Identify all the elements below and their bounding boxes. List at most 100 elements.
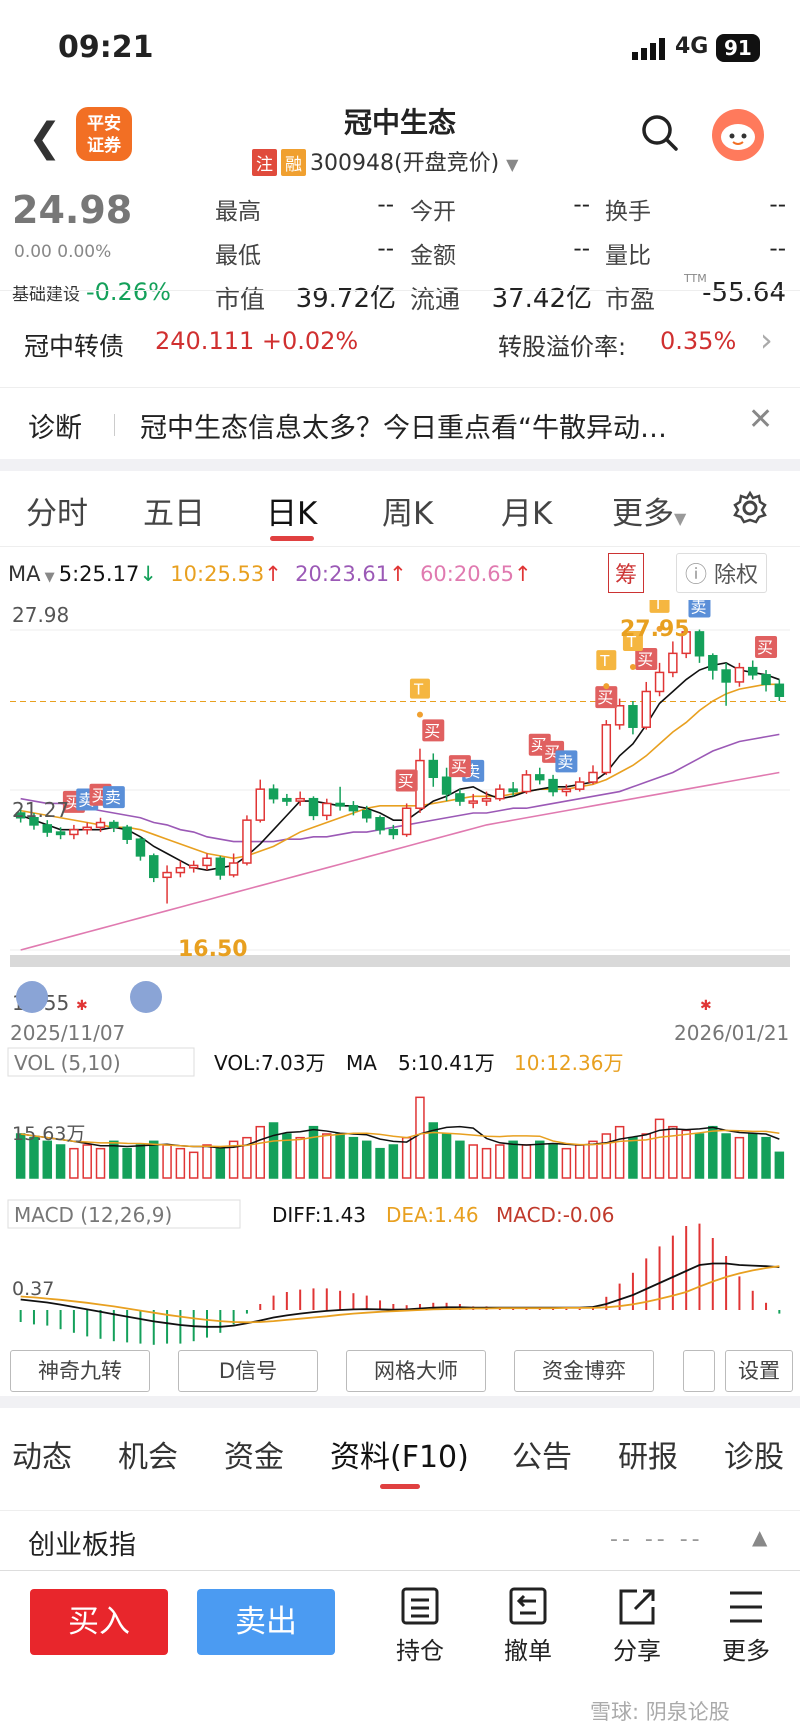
quote-panel: 24.98 0.00 0.00% 基础建设 -0.26% 最高 -- 今开 -- … [0, 180, 800, 314]
value-vol-ratio: -- [769, 236, 786, 262]
star-icon: ✱ [700, 998, 712, 1014]
tab-opportunity[interactable]: 机会 [118, 1440, 178, 1475]
candle-body [335, 802, 345, 807]
volume-bar [535, 1140, 545, 1179]
avatar[interactable] [712, 109, 764, 161]
label-amount: 金额 [410, 243, 456, 269]
x-axis-start-date: 2025/11/07 [10, 1021, 125, 1045]
tab-research[interactable]: 研报 [618, 1440, 678, 1475]
vol-selector[interactable] [7, 1047, 195, 1077]
indicator-nine-turn[interactable]: 神奇九转 [10, 1350, 150, 1392]
info-tabs: 动态 机会 资金 资料(F10) 公告 研报 诊股 [0, 1408, 800, 1508]
label-low: 最低 [215, 243, 261, 269]
candle-body [42, 824, 53, 833]
volume-bar [109, 1140, 119, 1179]
convertible-bond-row[interactable]: 冠中转债 240.111 +0.02% 转股溢价率: 0.35% › [0, 290, 800, 386]
candle-body [654, 671, 665, 693]
bond-value: 240.111 +0.02% [155, 327, 359, 355]
low-price-label: 16.50 [178, 937, 248, 962]
indicator-settings[interactable]: 设置 [725, 1350, 793, 1392]
candle-body [774, 683, 785, 697]
tab-more-label: 更多 [612, 496, 674, 532]
candle-body [322, 802, 332, 817]
buy-signal-label: 买 [424, 721, 440, 740]
close-icon[interactable]: ✕ [748, 402, 774, 437]
indicator-grid-master[interactable]: 网格大师 [346, 1350, 486, 1392]
buy-signal-marker [755, 636, 778, 659]
buy-signal-marker [395, 769, 418, 792]
back-button[interactable]: ❮ [28, 115, 62, 161]
macd-value: MACD:-0.06 [496, 1203, 614, 1227]
chip-distribution-button[interactable]: 筹 [608, 553, 645, 593]
tab-f10[interactable]: 资料(F10) [330, 1440, 469, 1475]
tab-daily-k[interactable]: 日K [266, 496, 318, 532]
volume-bar [55, 1144, 66, 1179]
tab-five-day[interactable]: 五日 [143, 496, 205, 532]
volume-bar [282, 1133, 292, 1179]
volume-bar [228, 1140, 239, 1179]
chart-scrollbar[interactable] [10, 955, 790, 967]
value-open: -- [573, 192, 590, 218]
volume-bar [441, 1133, 452, 1179]
tab-news[interactable]: 动态 [12, 1440, 72, 1475]
volume-bar [135, 1144, 146, 1179]
network-label: 4G [675, 34, 709, 59]
pe-ttm-sup: TTM [684, 272, 707, 285]
candle-body [747, 666, 758, 676]
candle-body [668, 652, 678, 674]
candle-body [295, 797, 305, 802]
volume-bar [455, 1140, 465, 1179]
undo-icon [509, 1587, 547, 1625]
tab-diagnosis[interactable]: 诊股 [724, 1440, 784, 1475]
settings-gear-icon[interactable] [732, 490, 768, 526]
tab-funds[interactable]: 资金 [224, 1440, 284, 1475]
candle-body [82, 826, 92, 831]
volume-bar [69, 1147, 79, 1179]
tab-announcements[interactable]: 公告 [512, 1440, 572, 1475]
chevron-down-icon: ▼ [674, 509, 687, 528]
candle-body [95, 821, 106, 829]
ma-legend[interactable]: MA ▼ 5:25.17↓ 10:25.53↑ 20:23.61↑ 60:20.… [8, 562, 532, 586]
sell-button[interactable]: 卖出 [197, 1589, 335, 1655]
sector-change: -0.26% [86, 278, 171, 306]
chevron-down-icon: ▼ [40, 570, 59, 585]
holdings-button[interactable]: 持仓 [380, 1587, 460, 1666]
diagnosis-banner[interactable]: 诊断 冠中生态信息太多？今日重点看“牛散异动… ✕ [0, 387, 800, 460]
search-icon[interactable] [640, 113, 680, 153]
macd-selector[interactable] [7, 1199, 241, 1229]
vol-ma-label: MA [346, 1051, 377, 1075]
stock-code-selector[interactable]: 注融 300948(开盘竞价) ▼ [252, 145, 518, 177]
volume-bar [268, 1122, 279, 1179]
volume-bar [481, 1147, 492, 1179]
tab-intraday[interactable]: 分时 [26, 496, 88, 532]
tab-more[interactable]: 更多▼ [612, 488, 686, 533]
tab-monthly-k[interactable]: 月K [501, 496, 553, 532]
candle-body [69, 828, 79, 836]
indicator-d-signal[interactable]: D信号 [178, 1350, 318, 1392]
index-row[interactable]: 创业板指 -- -- -- ▲ [0, 1510, 800, 1567]
holdings-label: 持仓 [396, 1637, 444, 1665]
indicator-partial[interactable] [683, 1350, 715, 1392]
share-button[interactable]: 分享 [597, 1587, 677, 1666]
candle-body [521, 774, 532, 793]
period-tabs: 分时 五日 日K 周K 月K 更多▼ [0, 472, 800, 547]
tab-weekly-k[interactable]: 周K [382, 496, 434, 532]
menu-icon [730, 1591, 762, 1623]
y-axis-mid: 21.27 [12, 798, 69, 822]
candle-body [282, 797, 292, 802]
buy-signal-label: 买 [757, 638, 773, 657]
fullscreen-icon[interactable] [130, 981, 162, 1013]
buy-button[interactable]: 买入 [30, 1589, 168, 1655]
label-pe: 市盈 [605, 285, 656, 314]
volume-bar [574, 1144, 585, 1179]
value-turnover: -- [769, 192, 786, 218]
ma5-value: 5:25.17 [58, 562, 140, 586]
ex-rights-button[interactable]: ⓘ 除权 [676, 553, 768, 593]
indicator-fund-game[interactable]: 资金博弈 [514, 1350, 654, 1392]
more-button[interactable]: 更多 [706, 1587, 786, 1666]
volume-bar [401, 1136, 412, 1179]
macd-selector-label: MACD (12,26,9) [14, 1203, 172, 1227]
cancel-order-button[interactable]: 撤单 [488, 1587, 568, 1666]
collapse-icon[interactable] [16, 981, 48, 1013]
